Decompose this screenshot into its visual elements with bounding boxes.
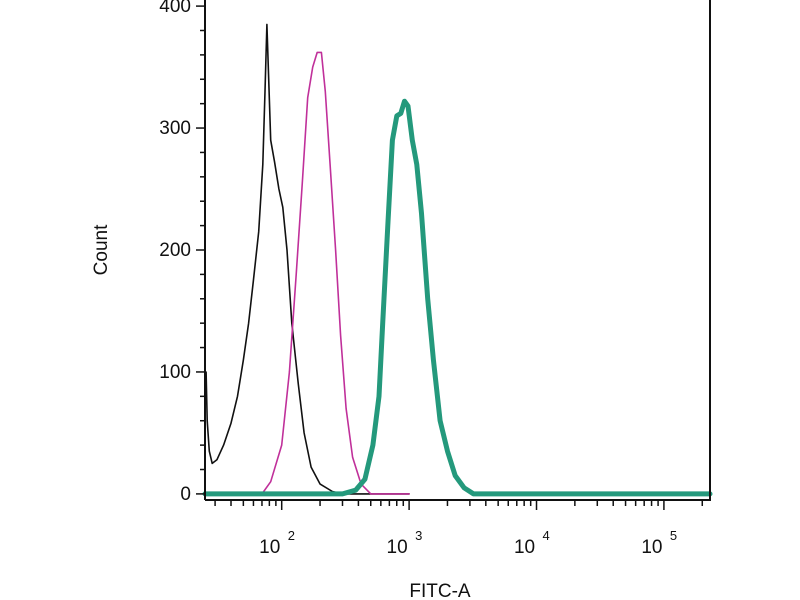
series-line-2 <box>236 51 410 495</box>
series-layer <box>202 23 713 497</box>
y-tick-label: 0 <box>180 484 191 505</box>
axis-lines <box>204 0 711 501</box>
x-tick-label: 10 <box>387 537 408 558</box>
y-tick-label: 200 <box>159 240 191 261</box>
x-tick-exponent: 5 <box>670 528 677 543</box>
series-line-1 <box>205 23 410 495</box>
y-tick-label: 300 <box>159 118 191 139</box>
y-tick-label: 400 <box>159 0 191 17</box>
x-axis: 10 2 10 3 10 4 10 5 <box>214 500 704 558</box>
x-tick-label: 10 <box>259 537 280 558</box>
y-axis-title: Count <box>91 224 112 275</box>
x-tick-exponent: 2 <box>288 528 295 543</box>
series-line-3 <box>202 98 713 497</box>
plot-frame <box>204 0 711 501</box>
x-axis-title: FITC-A <box>409 581 471 600</box>
x-tick-label: 10 <box>641 537 662 558</box>
x-tick-exponent: 3 <box>415 528 422 543</box>
x-tick-label: 10 <box>514 537 535 558</box>
x-tick-exponent: 4 <box>543 528 550 543</box>
y-tick-label: 100 <box>159 362 191 383</box>
y-axis: 0 100 200 300 400 <box>159 0 205 505</box>
